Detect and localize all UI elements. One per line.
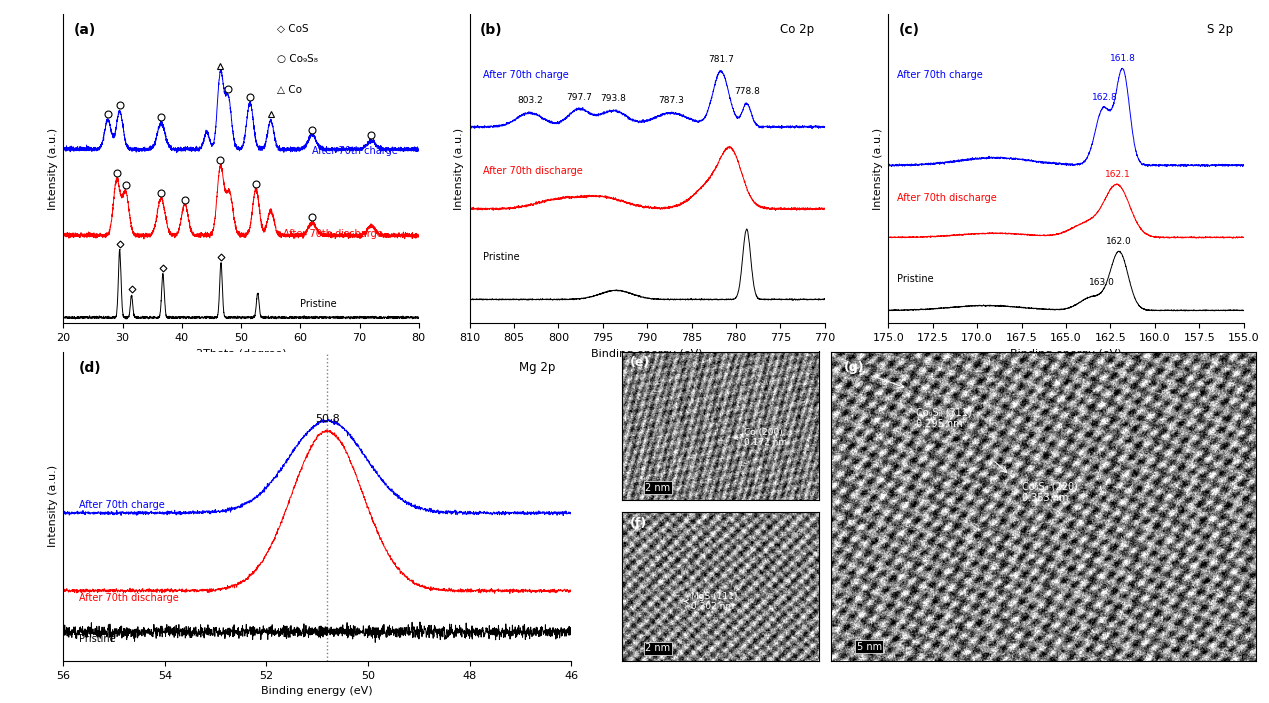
Text: Co 2p: Co 2p	[780, 23, 815, 37]
X-axis label: Binding energy (eV): Binding energy (eV)	[591, 349, 703, 359]
Text: After 70th discharge: After 70th discharge	[283, 229, 382, 240]
Text: 161.8: 161.8	[1110, 54, 1136, 63]
Text: 778.8: 778.8	[733, 86, 760, 96]
Text: (g): (g)	[844, 361, 864, 374]
Text: (e): (e)	[629, 356, 650, 369]
Text: 797.7: 797.7	[566, 93, 591, 101]
Text: 787.3: 787.3	[659, 96, 684, 105]
Text: 162.8: 162.8	[1093, 93, 1118, 102]
X-axis label: 2Theta (degree): 2Theta (degree)	[195, 349, 287, 359]
Text: Pristine: Pristine	[79, 633, 115, 643]
Y-axis label: Intensity (a.u.): Intensity (a.u.)	[873, 128, 883, 209]
Text: Co₉S₈ (220)
0.353 nm: Co₉S₈ (220) 0.353 nm	[1023, 482, 1079, 503]
Text: △ Co: △ Co	[277, 85, 302, 95]
Text: 2 nm: 2 nm	[646, 482, 670, 493]
Text: (d): (d)	[79, 361, 102, 375]
Text: MgS (111)
0.302 nm: MgS (111) 0.302 nm	[685, 592, 737, 611]
Text: After 70th charge: After 70th charge	[483, 70, 569, 79]
Text: Pristine: Pristine	[301, 299, 338, 309]
X-axis label: Binding energy (eV): Binding energy (eV)	[1010, 349, 1122, 359]
Text: 2 nm: 2 nm	[646, 643, 670, 653]
Text: After 70th charge: After 70th charge	[312, 146, 398, 155]
X-axis label: Binding energy (eV): Binding energy (eV)	[261, 686, 373, 696]
Text: After 70th discharge: After 70th discharge	[897, 193, 997, 202]
Text: Co₉S₈ (311)
0.295 nm: Co₉S₈ (311) 0.295 nm	[916, 407, 972, 429]
Y-axis label: Intensity (a.u.): Intensity (a.u.)	[454, 128, 464, 209]
Text: 5 nm: 5 nm	[857, 642, 882, 652]
Y-axis label: Intensity (a.u.): Intensity (a.u.)	[48, 465, 58, 547]
Text: S 2p: S 2p	[1207, 23, 1233, 37]
Text: (c): (c)	[898, 23, 920, 37]
Text: Mg 2p: Mg 2p	[519, 361, 556, 374]
Text: (f): (f)	[629, 517, 647, 530]
Text: Pristine: Pristine	[897, 274, 934, 285]
Y-axis label: Intensity (a.u.): Intensity (a.u.)	[48, 128, 58, 209]
Text: 162.1: 162.1	[1104, 170, 1131, 179]
Text: Co (200)
0.172 nm: Co (200) 0.172 nm	[733, 428, 787, 447]
Text: After 70th discharge: After 70th discharge	[483, 166, 582, 176]
Text: After 70th charge: After 70th charge	[79, 500, 165, 510]
Text: (b): (b)	[480, 23, 503, 37]
Text: 793.8: 793.8	[600, 94, 627, 103]
Text: (a): (a)	[74, 23, 96, 37]
Text: Pristine: Pristine	[483, 252, 519, 262]
Text: 50.8: 50.8	[315, 414, 340, 424]
Text: 162.0: 162.0	[1107, 237, 1132, 246]
Text: 781.7: 781.7	[708, 55, 733, 63]
Text: ◇ CoS: ◇ CoS	[277, 23, 308, 33]
Text: ○ Co₉S₈: ○ Co₉S₈	[277, 54, 317, 64]
Text: 163.0: 163.0	[1089, 278, 1114, 288]
Text: After 70th discharge: After 70th discharge	[79, 593, 179, 603]
Text: After 70th charge: After 70th charge	[897, 70, 983, 80]
Text: 803.2: 803.2	[516, 96, 543, 105]
